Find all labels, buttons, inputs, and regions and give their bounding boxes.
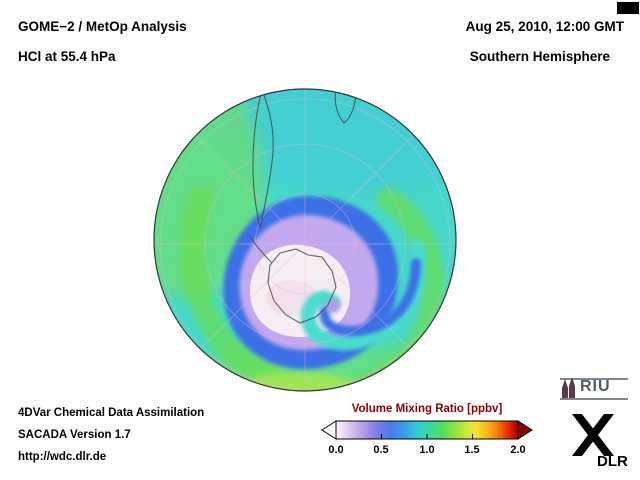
footer-left: 4DVar Chemical Data Assimilation SACADA … [18,402,204,468]
assimilation-label: 4DVar Chemical Data Assimilation [18,407,205,419]
colorbar-title: Volume Mixing Ratio [ppbv] [351,403,503,415]
africa-tip-outline [334,89,357,124]
globe-rim [153,88,457,392]
colorbar-tick-label: 2.0 [510,444,526,456]
header-left: GOME−2 / MetOp Analysis HCl at 55.4 hPa [18,12,187,72]
header-right: Aug 25, 2010, 12:00 GMT Southern Hemisph… [466,12,624,72]
riu-logo: RIU [560,374,634,404]
colorbar-left-arrow [321,420,337,440]
colorbar-right-arrow [517,420,533,440]
colorbar-tick-label: 1.0 [419,444,435,456]
antarctica-outline [267,248,337,324]
dlr-logo-text: DLR [597,453,628,468]
south-america-outline [252,89,274,229]
green-rim-west [154,89,264,299]
url-label: http://wdc.dlr.de [18,451,107,463]
riu-logo-text: RIU [580,378,611,395]
riu-cathedral-icon [562,377,575,398]
species-level-label: HCl at 55.4 hPa [18,49,116,64]
hemisphere-map [153,88,457,392]
colorbar-tick-marks [381,434,473,439]
dlr-logo: DLR [570,410,636,470]
analysis-title: GOME−2 / MetOp Analysis [18,19,187,34]
antarctic-peninsula-outline [248,234,273,264]
colorbar [321,420,533,440]
coastlines [248,89,357,324]
colorbar-tick-label: 0.0 [328,444,344,456]
datetime-label: Aug 25, 2010, 12:00 GMT [465,19,624,34]
colorbar-tick-label: 1.5 [464,444,480,456]
colorbar-tick-labels: 0.0 0.5 1.0 1.5 2.0 [321,444,533,458]
dlr-logo-graphic: DLR [572,414,628,470]
riu-logo-graphic [560,377,628,400]
corner-mark [617,2,639,14]
colorbar-tick-label: 0.5 [373,444,389,456]
version-label: SACADA Version 1.7 [18,429,131,441]
hemisphere-label: Southern Hemisphere [469,49,610,64]
dlr-mark-icon [572,414,614,456]
